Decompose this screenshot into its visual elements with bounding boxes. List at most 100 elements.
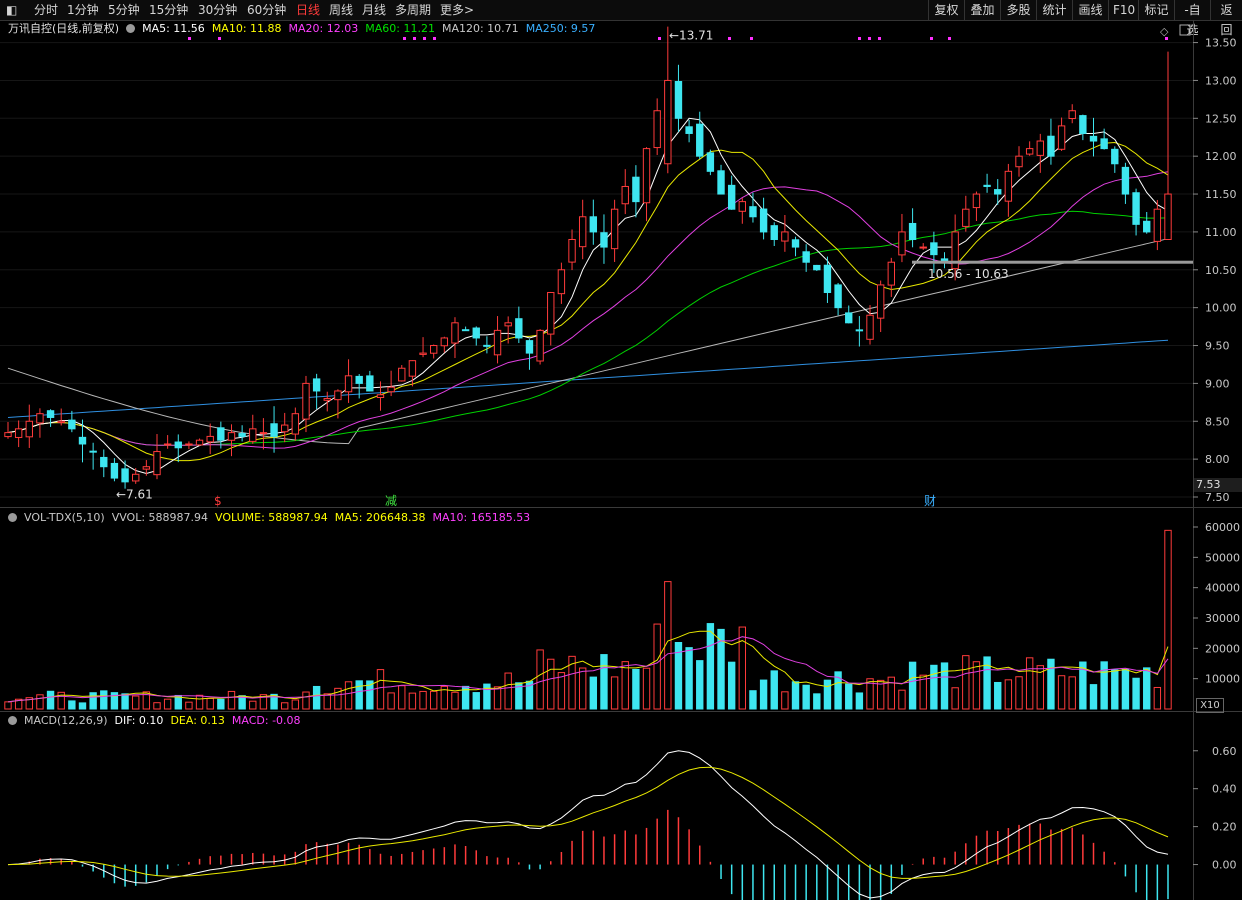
candle-body (163, 443, 172, 446)
toolbar-button-2[interactable]: 多股 (1000, 0, 1036, 20)
signal-dot (433, 37, 436, 40)
settings-icon[interactable] (8, 716, 17, 725)
signal-dot (403, 37, 406, 40)
toolbar-button-5[interactable]: F10 (1108, 0, 1138, 20)
volume-bar (685, 647, 693, 710)
candle-body (781, 231, 789, 242)
volume-bar (855, 692, 864, 710)
candle-body (610, 208, 619, 250)
vol-ma5-line (7, 630, 1169, 703)
candle-body (525, 340, 534, 354)
candle-body (972, 193, 981, 209)
volume-bar (972, 661, 981, 710)
candle-body (1015, 155, 1023, 168)
stock-name: 万讯自控(日线,前复权) (8, 22, 120, 35)
period-tab-3[interactable]: 15分钟 (149, 3, 189, 17)
settings-icon[interactable] (126, 24, 136, 33)
volume-bar (908, 661, 917, 710)
toolbar-button-3[interactable]: 统计 (1036, 0, 1072, 20)
candle-body (1132, 192, 1140, 225)
current-price-tag: 7.53 (1194, 478, 1242, 492)
candle-body (132, 473, 140, 482)
volume-bar (312, 685, 321, 710)
volume-bar (823, 679, 832, 710)
candle-body (291, 413, 300, 435)
volume-bar (1143, 667, 1151, 710)
candle-body (334, 390, 342, 401)
signal-dot (218, 37, 221, 40)
legend-item-1: DIF: 0.10 (114, 714, 164, 727)
low-label: ←7.61 (116, 488, 153, 502)
candle-body (951, 231, 959, 270)
volume-bar (270, 693, 278, 710)
toolbar-button-0[interactable]: 复权 (928, 0, 964, 20)
price-tick-label: 12.00 (1205, 150, 1237, 163)
settings-icon[interactable] (8, 513, 17, 522)
volume-bar (1015, 676, 1023, 710)
volume-bar (493, 686, 502, 710)
period-tab-7[interactable]: 周线 (329, 3, 354, 17)
candle-body (121, 468, 129, 483)
legend-item-5: MA250: 9.57 (525, 22, 596, 35)
period-tab-4[interactable]: 30分钟 (198, 3, 238, 17)
candle-body (1079, 115, 1087, 134)
volume-bar (376, 669, 385, 710)
candle-body (1111, 148, 1119, 165)
high-label: ←13.71 (669, 29, 713, 43)
support-band (912, 260, 1193, 264)
toolbar-button-4[interactable]: 画线 (1072, 0, 1108, 20)
period-tab-2[interactable]: 5分钟 (108, 3, 140, 17)
candle-body (142, 466, 151, 470)
volume-bar (1047, 658, 1055, 710)
candle-body (281, 424, 289, 433)
panel-icon (1179, 24, 1191, 36)
volume-bar (132, 695, 140, 710)
volume-bar (440, 685, 449, 710)
candle-body (238, 433, 246, 437)
candle-body (642, 148, 651, 204)
candle-body (887, 261, 895, 286)
sidebar-toggle-icon[interactable]: ◧ (6, 3, 18, 17)
candle-body (738, 201, 747, 212)
period-tab-1[interactable]: 1分钟 (67, 3, 99, 17)
toolbar-button-8[interactable]: 返回 (1210, 0, 1242, 37)
price-tick-label: 9.50 (1205, 340, 1230, 353)
period-tab-9[interactable]: 多周期 (395, 3, 432, 17)
period-tab-8[interactable]: 月线 (362, 3, 387, 17)
volume-bar (227, 690, 236, 710)
volume-bar (759, 679, 768, 710)
macd-tick-label: 0.20 (1212, 821, 1237, 834)
legend-item-0: MACD(12,26,9) (24, 714, 108, 727)
volume-bar (387, 692, 395, 710)
volume-bar (866, 678, 874, 710)
legend-item-0: VOL-TDX(5,10) (24, 511, 105, 524)
legend-item-3: MA5: 206648.38 (334, 511, 426, 524)
period-tab-10[interactable]: 更多> (440, 3, 475, 17)
candle-body (36, 413, 44, 424)
candle-body (270, 423, 278, 437)
candle-body (1025, 148, 1034, 155)
signal-dot (948, 37, 951, 40)
toolbar-button-7[interactable]: -自选 (1174, 0, 1210, 37)
volume-bar (536, 649, 544, 710)
volume-bar (887, 676, 895, 710)
volume-bar (163, 698, 172, 710)
volume-bar (57, 691, 65, 710)
candle-body (355, 375, 363, 384)
period-tab-6[interactable]: 日线 (296, 3, 321, 17)
toolbar-button-6[interactable]: 标记 (1138, 0, 1174, 20)
volume-bar (4, 701, 12, 710)
price-tick-label: 13.50 (1205, 37, 1237, 50)
vol-tick-label: 60000 (1205, 521, 1240, 534)
period-tab-5[interactable]: 60分钟 (247, 3, 287, 17)
signal-dot (1165, 37, 1168, 40)
period-tab-0[interactable]: 分时 (34, 3, 59, 17)
volume-bar (121, 693, 129, 710)
ma60-line (7, 210, 1169, 446)
candle-body (664, 79, 672, 165)
candle-body (376, 394, 385, 399)
volume-bar (1036, 665, 1044, 710)
toolbar-button-1[interactable]: 叠加 (964, 0, 1000, 20)
candle-body (994, 189, 1002, 195)
